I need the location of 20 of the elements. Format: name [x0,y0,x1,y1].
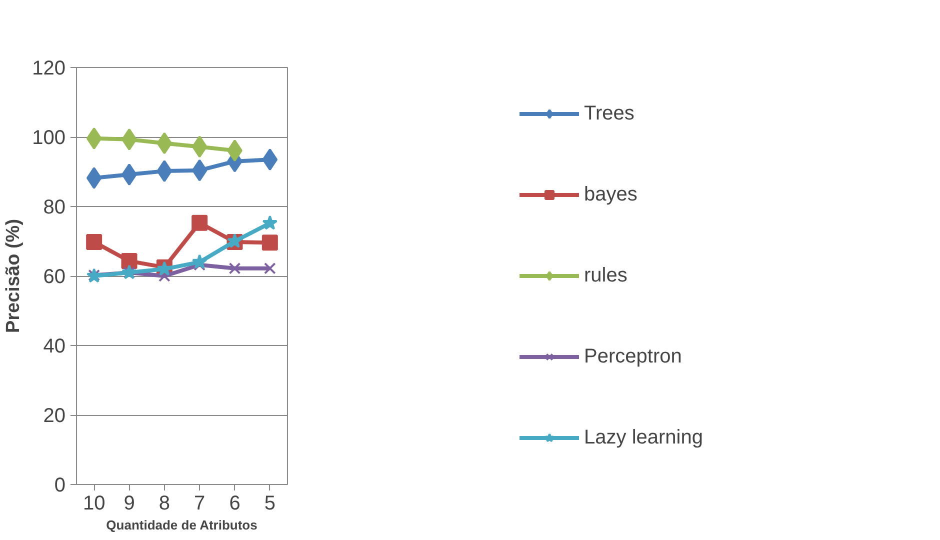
x-tick-label: 5 [264,492,276,514]
y-tick-label: 0 [54,474,66,496]
y-tick-label: 20 [43,405,66,427]
y-tick-label: 100 [32,127,66,149]
x-tick-label: 10 [82,492,106,514]
x-axis-title: Quantidade de Atributos [106,518,258,532]
y-tick-label: 60 [43,266,66,288]
x-tick-label: 7 [194,492,206,514]
legend-label: Trees [584,102,634,125]
legend-label: bayes [584,183,638,206]
legend-label: Perceptron [584,345,682,368]
legend-label: Lazy learning [584,426,703,449]
x-tick-label: 9 [124,492,135,514]
legend-label: rules [584,264,628,287]
y-tick-label: 120 [32,58,66,80]
y-axis-title: Precisão (%) [3,218,24,334]
y-tick-label: 80 [43,196,66,218]
y-tick-label: 40 [43,336,66,358]
x-tick-label: 6 [229,492,240,514]
x-tick-label: 8 [158,492,170,514]
